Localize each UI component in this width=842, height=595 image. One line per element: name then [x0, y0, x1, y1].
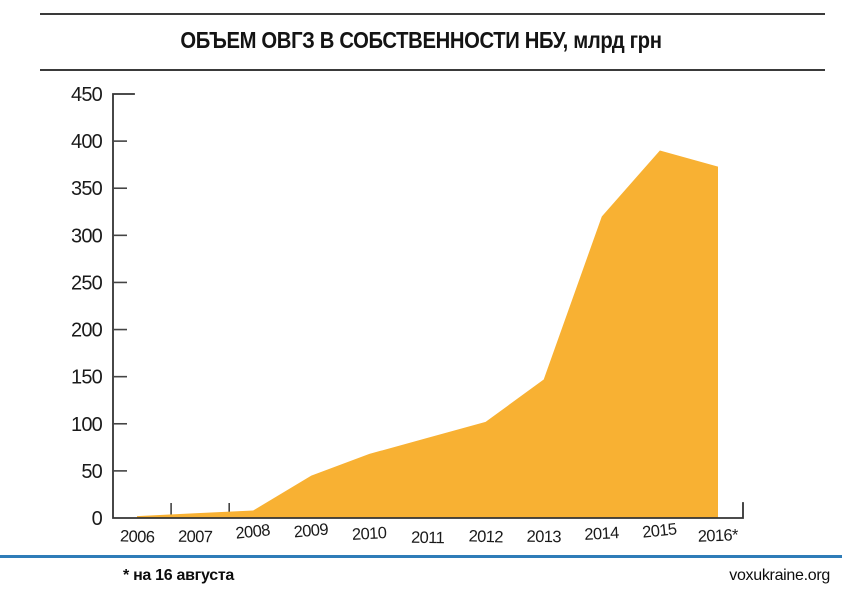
x-axis-label: 2013 [526, 528, 561, 547]
y-axis-label: 250 [71, 272, 103, 294]
y-axis-label: 150 [71, 367, 103, 389]
x-axis-label: 2016* [697, 526, 739, 545]
y-axis-label: 50 [81, 461, 102, 483]
title-divider-bottom [40, 69, 825, 71]
x-axis-label: 2007 [178, 528, 213, 547]
site-credit: voxukraine.org [729, 567, 830, 584]
axis-spine [112, 93, 744, 519]
x-axis-label: 2009 [293, 521, 329, 542]
y-axis-label: 350 [71, 178, 103, 200]
y-axis-label: 100 [71, 414, 103, 436]
x-axis-label: 2010 [352, 524, 388, 544]
y-axis-label: 0 [92, 508, 103, 530]
x-axis-label: 2008 [235, 521, 271, 543]
x-axis-label: 2012 [468, 527, 503, 546]
y-axis-label: 200 [71, 320, 103, 342]
area-series [137, 150, 718, 518]
y-axis-label: 400 [71, 131, 103, 153]
chart-title: ОБЪЕМ ОВГЗ В СОБСТВЕННОСТИ НБУ, млрд грн [180, 27, 662, 53]
y-axis-label: 300 [71, 225, 103, 247]
footer-divider [0, 555, 842, 558]
y-axis-label: 450 [71, 84, 103, 106]
footnote: * на 16 августа [123, 567, 234, 584]
x-axis-label: 2006 [120, 527, 155, 546]
title-divider-top [40, 13, 825, 15]
x-axis-label: 2015 [641, 520, 677, 542]
x-axis-label: 2014 [584, 524, 620, 544]
x-axis-label: 2011 [411, 529, 445, 548]
